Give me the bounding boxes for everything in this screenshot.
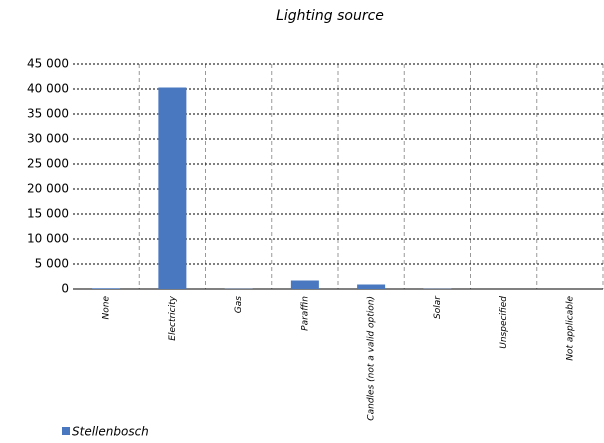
- y-tick-label: 20 000: [27, 182, 69, 196]
- x-tick-label: Gas: [234, 296, 244, 313]
- y-tick-label: 35 000: [27, 107, 69, 121]
- y-tick-label: 15 000: [27, 207, 69, 221]
- y-tick-label: 40 000: [27, 82, 69, 96]
- x-tick-label: None: [102, 296, 112, 320]
- y-tick-label: 0: [61, 282, 69, 296]
- bar: [158, 87, 187, 289]
- bar: [357, 284, 386, 289]
- x-tick-label: Electricity: [168, 295, 178, 340]
- bar: [290, 280, 319, 289]
- x-tick-label: Not applicable: [565, 296, 575, 361]
- x-tick-label: Unspecified: [499, 296, 509, 349]
- y-tick-label: 10 000: [27, 232, 69, 246]
- legend-label: Stellenbosch: [72, 425, 149, 439]
- legend-swatch: [62, 427, 70, 435]
- x-tick-label: Solar: [433, 295, 443, 319]
- y-tick-label: 5 000: [35, 257, 69, 271]
- y-tick-label: 25 000: [27, 157, 69, 171]
- y-tick-label: 45 000: [27, 57, 69, 71]
- x-tick-label: Candles (not a valid option): [367, 296, 377, 421]
- bar: [92, 288, 121, 289]
- y-tick-label: 30 000: [27, 132, 69, 146]
- chart-title: Lighting source: [276, 8, 384, 24]
- x-tick-label: Paraffin: [300, 296, 310, 331]
